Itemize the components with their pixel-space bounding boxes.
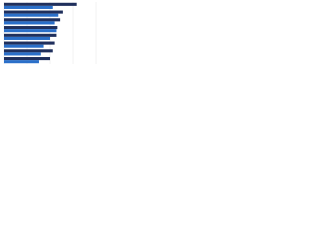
bar (4, 13, 59, 17)
bar (4, 21, 55, 25)
bar (4, 33, 57, 37)
bar (4, 2, 77, 6)
bar (4, 41, 55, 45)
chart (3, 2, 97, 64)
bar (4, 52, 41, 56)
bar (4, 5, 53, 9)
bar (4, 44, 44, 48)
bar (4, 36, 50, 40)
bar (4, 57, 50, 61)
bar (4, 10, 63, 14)
bar (4, 29, 57, 33)
bar (4, 18, 61, 22)
bar (4, 49, 53, 53)
bar (4, 26, 58, 30)
bar (4, 60, 39, 64)
